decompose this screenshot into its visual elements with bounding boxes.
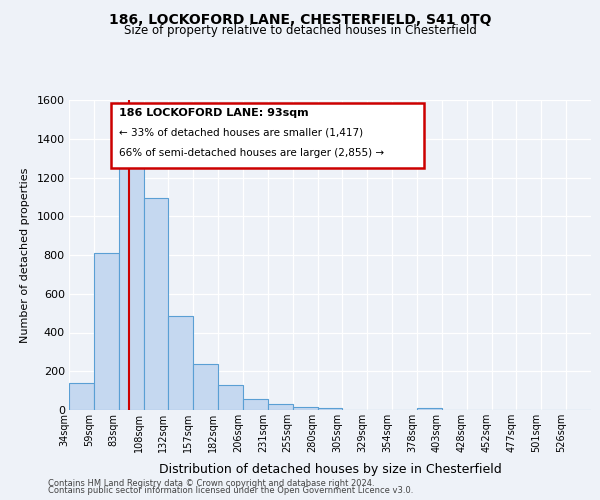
Text: Size of property relative to detached houses in Chesterfield: Size of property relative to detached ho… xyxy=(124,24,476,37)
Bar xyxy=(218,385,243,410)
Bar xyxy=(69,383,94,410)
Text: ← 33% of detached houses are smaller (1,417): ← 33% of detached houses are smaller (1,… xyxy=(119,128,363,138)
Bar xyxy=(317,408,343,410)
Bar xyxy=(119,160,143,410)
Text: Contains HM Land Registry data © Crown copyright and database right 2024.: Contains HM Land Registry data © Crown c… xyxy=(48,478,374,488)
Bar xyxy=(293,407,317,410)
Text: 66% of semi-detached houses are larger (2,855) →: 66% of semi-detached houses are larger (… xyxy=(119,148,384,158)
Bar xyxy=(268,404,293,410)
Bar xyxy=(94,253,119,410)
Bar xyxy=(193,364,218,410)
Bar xyxy=(143,198,169,410)
Text: Contains public sector information licensed under the Open Government Licence v3: Contains public sector information licen… xyxy=(48,486,413,495)
X-axis label: Distribution of detached houses by size in Chesterfield: Distribution of detached houses by size … xyxy=(158,464,502,476)
FancyBboxPatch shape xyxy=(111,103,424,168)
Bar xyxy=(417,408,442,410)
Bar xyxy=(169,316,193,410)
Text: 186 LOCKOFORD LANE: 93sqm: 186 LOCKOFORD LANE: 93sqm xyxy=(119,108,308,118)
Y-axis label: Number of detached properties: Number of detached properties xyxy=(20,168,30,342)
Text: 186, LOCKOFORD LANE, CHESTERFIELD, S41 0TQ: 186, LOCKOFORD LANE, CHESTERFIELD, S41 0… xyxy=(109,12,491,26)
Bar xyxy=(243,400,268,410)
